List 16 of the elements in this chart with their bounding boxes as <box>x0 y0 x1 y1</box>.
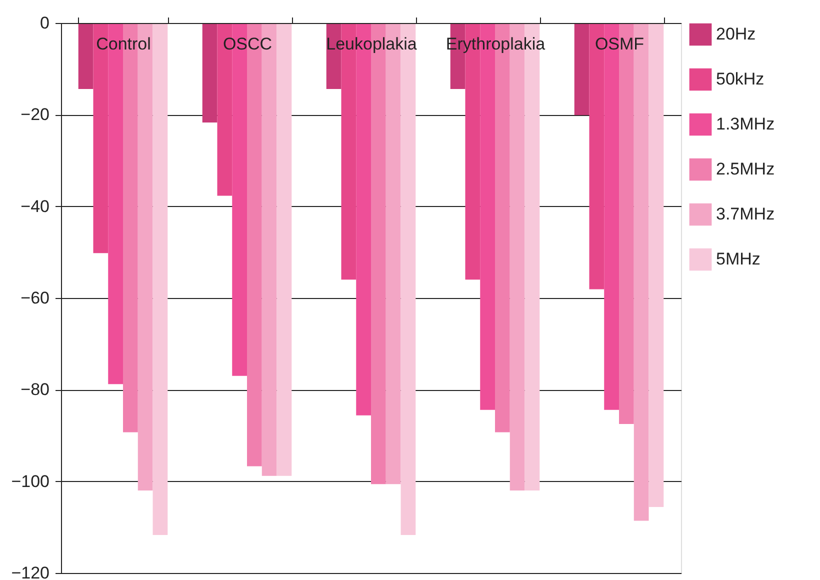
y-tick-label: 0 <box>40 14 50 32</box>
legend-label: 3.7MHz <box>716 204 775 224</box>
y-tick-label: −60 <box>20 288 50 308</box>
legend-label: 50kHz <box>716 70 764 88</box>
y-tick-label: −100 <box>11 472 50 491</box>
legend-label: 1.3MHz <box>716 114 775 134</box>
y-tick-label: −80 <box>20 380 50 400</box>
x-tick-label: OSCC <box>222 34 272 54</box>
y-tick-label: −120 <box>11 564 50 580</box>
x-tick-label: OSMF <box>594 34 644 54</box>
y-tick-label: −20 <box>20 105 50 124</box>
y-tick-label: −40 <box>20 196 50 216</box>
legend-label: 2.5MHz <box>716 160 775 178</box>
x-tick-label: Control <box>96 34 151 54</box>
legend-label: 20Hz <box>716 24 756 44</box>
legend-label: 5MHz <box>716 250 760 268</box>
